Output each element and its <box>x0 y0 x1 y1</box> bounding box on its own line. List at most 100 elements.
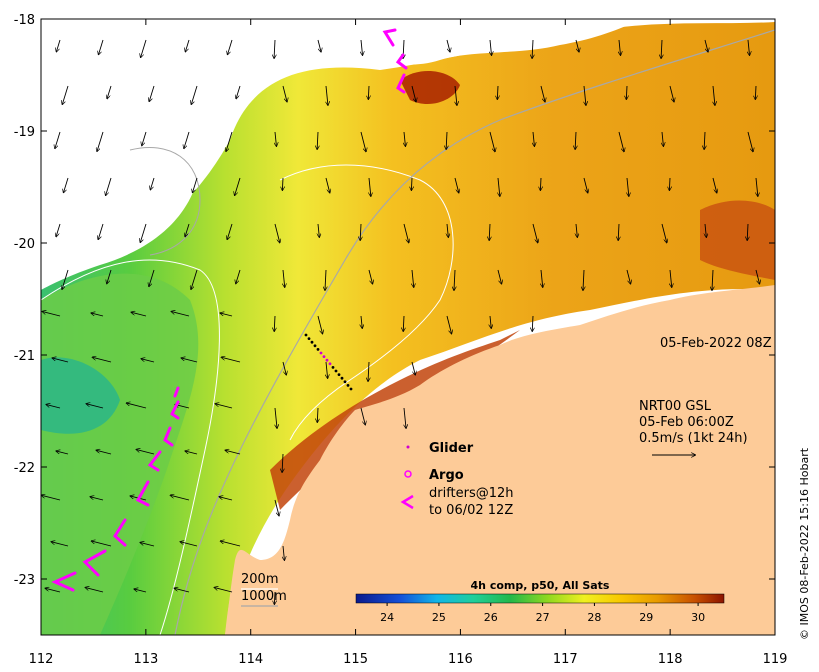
glider-position <box>340 376 344 380</box>
current-vector <box>404 131 405 146</box>
current-vector <box>705 223 706 237</box>
current-vector <box>576 223 577 237</box>
current-vector <box>56 39 61 51</box>
x-tick-label: 116 <box>448 652 473 667</box>
vector-legend-model: NRT00 GSL <box>639 399 712 414</box>
sst-warm-coastal-band <box>270 330 520 510</box>
current-vector <box>222 357 241 363</box>
current-vector <box>669 85 674 102</box>
current-vector <box>134 589 147 593</box>
current-vector <box>98 223 104 239</box>
current-vector <box>96 450 112 455</box>
current-vector <box>497 85 498 99</box>
current-vector <box>325 269 326 290</box>
current-vector <box>317 407 318 422</box>
current-vector <box>215 588 233 593</box>
x-tick-label: 114 <box>238 652 263 667</box>
current-vector <box>141 39 147 57</box>
current-vector <box>490 39 491 55</box>
current-vector <box>361 39 362 55</box>
current-vector <box>52 542 69 547</box>
argo-legend-symbol <box>404 470 412 478</box>
current-vector <box>107 85 112 98</box>
current-vector <box>361 315 362 328</box>
current-vector <box>235 177 241 195</box>
map-plot-area <box>41 19 775 635</box>
colorbar-gradient <box>355 593 725 604</box>
current-vector <box>90 497 104 501</box>
current-vector <box>489 131 495 151</box>
current-vector <box>626 85 627 99</box>
y-tick-label: -19 <box>14 125 35 140</box>
current-vector <box>149 85 155 101</box>
current-vector <box>185 223 190 236</box>
current-vector <box>99 39 104 54</box>
y-axis: -18 -19 -20 -21 -22 -23 <box>14 13 775 588</box>
current-vector <box>149 269 155 286</box>
current-vector <box>62 85 69 104</box>
glider-position <box>343 380 347 384</box>
current-vector <box>106 177 112 195</box>
drifter-marker <box>113 518 127 547</box>
current-vector <box>747 223 748 240</box>
current-vector <box>326 361 328 378</box>
current-vector <box>227 223 233 239</box>
sst-colorbar: 4h comp, p50, All Sats 24 25 26 27 28 29 30 <box>355 579 725 624</box>
current-vector <box>64 177 69 192</box>
current-vector <box>236 85 241 98</box>
current-vector <box>174 588 190 593</box>
current-vector <box>46 405 61 409</box>
argo-legend-label: Argo <box>429 468 464 483</box>
drifter-legend-symbol <box>400 494 414 510</box>
current-vector <box>670 269 672 287</box>
current-vector <box>150 177 155 189</box>
current-vector <box>219 497 233 501</box>
current-vector <box>274 223 280 242</box>
glider-position <box>337 373 341 376</box>
drifter-legend-label-2: to 06/02 12Z <box>429 503 513 518</box>
current-vector <box>748 39 749 55</box>
current-vector <box>533 131 534 146</box>
current-vector <box>368 85 369 99</box>
current-vector <box>55 131 61 148</box>
current-vector <box>412 269 414 287</box>
land-exmouth-gulf-edge <box>225 560 240 635</box>
current-vector <box>216 404 233 409</box>
current-vector <box>141 359 155 363</box>
isobath-legend: 200m 1000m <box>241 572 287 607</box>
current-vector <box>704 131 705 149</box>
current-vector <box>619 39 620 55</box>
glider-position <box>307 337 311 340</box>
current-vector <box>131 312 147 317</box>
current-vector <box>228 39 233 54</box>
plot-frame <box>40 18 776 636</box>
current-vector <box>454 269 455 290</box>
current-vector <box>404 407 406 428</box>
current-vector <box>52 358 69 363</box>
x-tick-label: 112 <box>29 652 54 667</box>
current-vector <box>172 312 190 317</box>
y-tick-label: -23 <box>14 573 35 588</box>
current-vector <box>236 269 241 283</box>
current-vector-field <box>42 39 760 604</box>
current-vector <box>87 404 104 409</box>
isobath-200m-loop <box>279 164 454 441</box>
current-vector <box>712 269 713 290</box>
drifter-marker <box>163 426 174 447</box>
current-vector <box>275 131 276 146</box>
current-vector <box>403 315 404 331</box>
colorbar-ticks: 24 25 26 27 28 29 30 <box>380 603 705 624</box>
current-vector <box>540 177 541 190</box>
current-vector <box>56 223 61 236</box>
glider-position <box>316 348 320 351</box>
isobath-200m <box>41 259 220 635</box>
current-vector <box>181 358 198 363</box>
current-vector <box>274 39 275 58</box>
current-vector <box>497 269 501 284</box>
drifter-marker <box>396 73 406 94</box>
x-tick-label: 119 <box>763 652 788 667</box>
current-vector <box>86 588 104 593</box>
current-vector <box>282 361 286 375</box>
current-vector <box>446 315 451 333</box>
